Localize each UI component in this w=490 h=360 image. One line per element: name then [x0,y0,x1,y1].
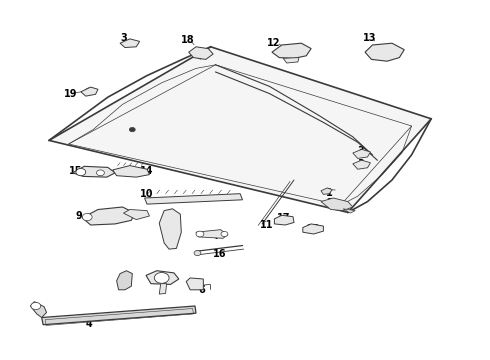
Polygon shape [343,209,355,213]
Polygon shape [146,271,179,284]
Polygon shape [321,198,353,211]
Text: 16: 16 [213,249,227,259]
Polygon shape [159,209,181,249]
Text: 18: 18 [181,35,195,45]
Polygon shape [123,210,149,220]
Circle shape [82,213,92,221]
Circle shape [221,231,228,237]
Text: 3: 3 [358,159,365,169]
Polygon shape [42,306,196,325]
Text: 5: 5 [159,276,166,286]
Text: 12: 12 [267,38,281,48]
Polygon shape [321,188,332,194]
Circle shape [154,273,169,283]
Text: 6: 6 [198,285,205,295]
Polygon shape [365,43,404,61]
Polygon shape [303,224,323,234]
Circle shape [97,170,104,176]
Text: 17: 17 [277,213,291,223]
Circle shape [194,251,201,256]
Polygon shape [82,207,135,225]
Polygon shape [272,43,311,58]
Polygon shape [186,278,203,290]
Text: 10: 10 [140,189,153,199]
Polygon shape [30,302,47,318]
Polygon shape [353,149,370,158]
Polygon shape [159,284,167,294]
Polygon shape [117,271,132,290]
Text: 2: 2 [326,198,333,208]
Polygon shape [189,47,213,59]
Text: 3: 3 [358,146,365,156]
Circle shape [85,88,94,94]
Polygon shape [274,215,294,225]
Polygon shape [283,58,299,63]
Text: 1: 1 [326,188,333,198]
Text: 13: 13 [363,33,376,43]
Polygon shape [49,47,431,212]
Text: 7: 7 [213,231,220,241]
Text: 3: 3 [120,33,127,43]
Text: 9: 9 [76,211,83,221]
Polygon shape [81,87,98,96]
Circle shape [196,231,204,237]
Polygon shape [113,166,149,177]
Text: 20: 20 [306,224,320,234]
Text: 4: 4 [86,319,93,329]
Polygon shape [73,166,115,177]
Text: 15: 15 [69,166,82,176]
Circle shape [76,168,86,176]
Circle shape [129,127,135,132]
Text: 19: 19 [64,89,77,99]
Text: 14: 14 [140,166,153,176]
Polygon shape [145,194,243,204]
Circle shape [31,302,41,310]
Text: 11: 11 [260,220,273,230]
Text: 8: 8 [162,218,169,228]
Polygon shape [196,230,228,238]
Polygon shape [120,39,140,48]
Polygon shape [353,160,370,169]
